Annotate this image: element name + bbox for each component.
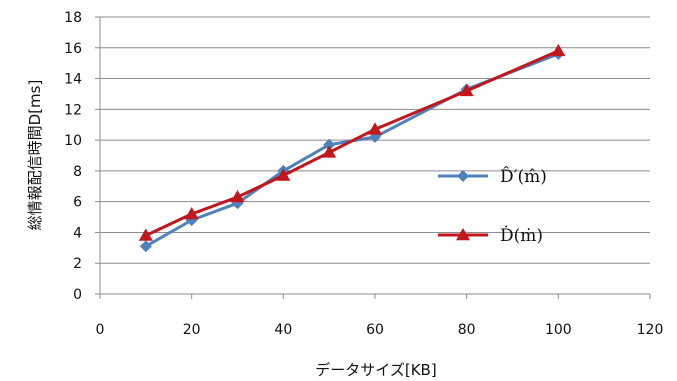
y-tick-label: 2 <box>73 256 82 272</box>
legend-entry-1: D̂′(m̂) <box>438 167 547 187</box>
y-tick-label: 12 <box>64 102 82 118</box>
y-tick-label: 4 <box>73 225 82 241</box>
data-point-triangle <box>184 206 199 220</box>
series-group <box>138 43 566 253</box>
y-tick-label: 16 <box>64 41 82 57</box>
data-point-triangle <box>138 228 153 241</box>
x-axis-label: データサイズ[KB] <box>315 361 436 379</box>
y-tick-label: 14 <box>64 72 82 88</box>
data-point-triangle <box>551 43 566 57</box>
series-line <box>145 52 559 248</box>
series-line <box>145 49 559 237</box>
legend-label: D̂′(m̂) <box>500 167 547 187</box>
x-tick-label: 40 <box>274 322 292 338</box>
legend: D̂′(m̂) Ḋ(ṁ) <box>438 167 547 246</box>
legend-swatch-marker <box>456 228 470 241</box>
x-tick-label: 80 <box>458 322 476 338</box>
data-point-triangle <box>276 168 291 181</box>
data-point-diamond <box>139 240 152 253</box>
data-point-triangle <box>368 122 382 135</box>
y-tick-label: 8 <box>73 164 82 180</box>
legend-label: Ḋ(ṁ) <box>500 225 543 246</box>
y-tick-label: 6 <box>73 195 82 211</box>
x-tick-label: 0 <box>96 322 105 338</box>
legend-entry-2: Ḋ(ṁ) <box>438 225 543 246</box>
x-tick-label: 20 <box>183 322 201 338</box>
data-point-triangle <box>230 190 245 203</box>
y-tick-labels: 0 2 4 6 8 10 12 14 16 18 <box>64 10 82 303</box>
x-tick-label: 120 <box>637 322 664 338</box>
legend-swatch-marker <box>457 170 469 182</box>
x-tick-labels: 0 20 40 60 80 100 120 <box>96 322 664 338</box>
series-2 <box>138 43 566 241</box>
y-tick-label: 10 <box>64 133 82 149</box>
x-tick-label: 60 <box>366 322 384 338</box>
y-tick-label: 18 <box>64 10 82 26</box>
data-point-diamond <box>323 138 336 151</box>
y-tick-label: 0 <box>73 287 82 303</box>
data-point-triangle <box>459 83 474 97</box>
axes <box>95 16 651 299</box>
y-axis-label: 総情報配信時間D[ms] <box>26 80 44 231</box>
data-point-triangle <box>322 145 337 158</box>
x-tick-label: 100 <box>545 322 572 338</box>
